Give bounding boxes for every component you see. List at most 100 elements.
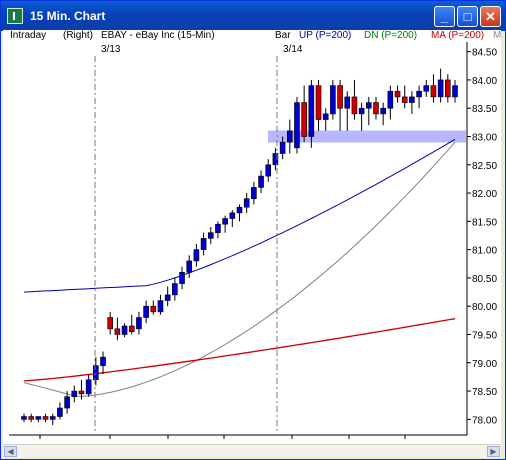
dn-band-line (23, 141, 456, 398)
symbol-label: EBAY - eBay Inc (15-Min) (101, 30, 215, 41)
candle (279, 141, 286, 154)
candle (330, 85, 336, 115)
y-tick-label: 78.50 (472, 387, 497, 398)
dn-band-label: DN (P=200) (364, 30, 418, 41)
candle (373, 102, 379, 115)
candle (445, 79, 451, 98)
y-tick-label: 84.00 (472, 76, 497, 87)
candle (200, 238, 207, 250)
title-bar[interactable]: 15 Min. Chart _ □ ✕ (1, 1, 505, 31)
date-marker-label: 3/13 (101, 44, 121, 55)
candle (322, 113, 329, 120)
candle (114, 328, 121, 335)
chart-header: Intraday (Right) EBAY - eBay Inc (15-Min… (3, 30, 501, 43)
candle (308, 85, 315, 137)
interval-label: Intraday (10, 30, 47, 41)
candle (258, 175, 264, 188)
candle (143, 305, 149, 318)
candle (222, 218, 228, 225)
candle (387, 90, 394, 109)
candle (423, 85, 430, 92)
more-label: M (493, 30, 502, 41)
candle (28, 416, 34, 420)
candle (365, 102, 372, 109)
candle (64, 396, 70, 409)
candle (294, 102, 300, 149)
candle (57, 407, 63, 417)
price-chart[interactable]: 84.50 84.00 83.50 83.00 82.50 82.00 81.50 81.00… (3, 30, 501, 440)
candle (243, 198, 250, 208)
candle (380, 107, 386, 115)
y-tick-label: 82.00 (472, 189, 497, 200)
candle (136, 317, 142, 330)
y-tick-label: 78.00 (472, 415, 497, 426)
scale-label: (Right) (63, 30, 94, 41)
up-band-label: UP (P=200) (299, 30, 352, 41)
candle (251, 187, 257, 200)
price-highlight (268, 130, 466, 143)
candle (452, 85, 458, 98)
candle (85, 379, 92, 395)
candle (193, 249, 200, 262)
candle (207, 232, 214, 239)
candle (186, 260, 193, 273)
scroll-left-icon[interactable]: ◀ (4, 446, 17, 457)
candle (107, 317, 113, 330)
up-band-line (23, 138, 456, 293)
candle (150, 305, 157, 313)
candle (265, 164, 272, 177)
candle (21, 416, 27, 420)
bar-label: Bar (275, 30, 291, 41)
y-tick-label: 82.50 (472, 161, 497, 172)
chart-area[interactable]: Intraday (Right) EBAY - eBay Inc (15-Min… (3, 30, 501, 455)
y-tick-label: 79.00 (472, 359, 497, 370)
candle (301, 102, 307, 137)
scroll-right-icon[interactable]: ▶ (487, 446, 500, 457)
y-tick-label: 80.00 (472, 302, 497, 313)
minimize-button[interactable]: _ (434, 6, 455, 27)
maximize-button[interactable]: □ (457, 6, 478, 27)
y-tick-label: 80.50 (472, 274, 497, 285)
y-tick-label: 79.50 (472, 330, 497, 341)
candle (401, 96, 408, 103)
candle (215, 223, 221, 233)
candle (128, 325, 135, 332)
y-tick-label: 83.00 (472, 133, 497, 144)
candle (35, 416, 42, 420)
candle (409, 96, 415, 103)
candle (164, 294, 171, 301)
candle (430, 85, 437, 98)
y-tick-label: 84.50 (472, 48, 497, 59)
y-tick-label: 83.50 (472, 104, 497, 115)
y-tick-label: 81.50 (472, 217, 497, 228)
candle (394, 90, 401, 98)
candle (272, 153, 279, 166)
window-title: 15 Min. Chart (30, 9, 106, 23)
candle (344, 96, 351, 109)
ma-label: MA (P=200) (431, 30, 485, 41)
horizontal-scrollbar[interactable]: ◀ ▶ (3, 444, 501, 458)
y-tick-label: 81.00 (472, 246, 497, 257)
candle (121, 325, 128, 335)
candle (286, 130, 293, 143)
candle (236, 206, 243, 214)
candle (93, 365, 99, 381)
date-marker-label: 3/14 (283, 44, 303, 55)
ma-line (23, 318, 456, 382)
candle (416, 90, 422, 98)
candle (71, 390, 78, 398)
candle (229, 212, 236, 219)
candle (358, 107, 365, 115)
candle (42, 416, 49, 420)
candle (315, 85, 322, 120)
chart-app-icon (7, 8, 23, 24)
candle (78, 390, 85, 395)
candle (337, 85, 343, 109)
candle (179, 271, 185, 284)
candle (437, 79, 444, 98)
close-button[interactable]: ✕ (480, 6, 501, 27)
candle (172, 283, 178, 296)
candle (351, 96, 358, 115)
candle (100, 356, 106, 366)
candle (49, 416, 56, 420)
